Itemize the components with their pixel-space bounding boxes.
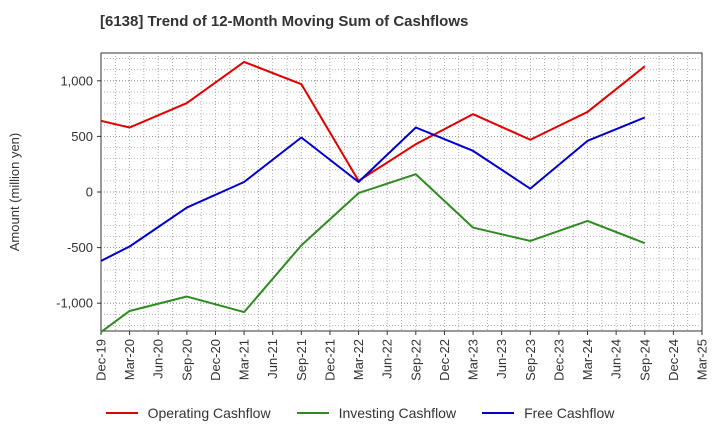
legend-swatch-operating [105, 412, 138, 414]
legend-label-free: Free Cashflow [524, 405, 615, 421]
chart-title: [6138] Trend of 12-Month Moving Sum of C… [100, 13, 469, 30]
x-tick-label: Jun-22 [380, 339, 395, 379]
x-tick-label: Dec-23 [551, 339, 566, 381]
x-tick-label: Dec-19 [94, 339, 109, 381]
x-tick-label: Jun-20 [151, 339, 166, 379]
series-line-free-cashflow [100, 116, 646, 262]
y-tick-label: -500 [67, 240, 93, 255]
legend-swatch-investing [296, 412, 329, 414]
x-tick-label: Jun-24 [609, 339, 624, 379]
x-tick-label: Mar-24 [580, 339, 595, 380]
x-tick-label: Dec-20 [208, 339, 223, 381]
legend: Operating Cashflow Investing Cashflow Fr… [0, 405, 720, 421]
legend-label-operating: Operating Cashflow [147, 405, 271, 421]
x-tick-label: Mar-22 [351, 339, 366, 380]
y-tick-label: 500 [71, 129, 93, 144]
x-tick-label: Dec-24 [666, 339, 681, 381]
legend-item-investing: Investing Cashflow [296, 405, 457, 421]
series-line-investing-cashflow [100, 173, 646, 333]
x-tick-label: Sep-23 [523, 339, 538, 381]
y-tick-label: 1,000 [60, 73, 93, 88]
y-axis-title: Amount (million yen) [7, 133, 22, 252]
y-tick-label: -1,000 [56, 296, 93, 311]
x-tick-label: Mar-20 [122, 339, 137, 380]
x-tick-label: Dec-21 [322, 339, 337, 381]
legend-swatch-free [482, 412, 515, 414]
legend-item-operating: Operating Cashflow [105, 405, 271, 421]
x-tick-label: Jun-21 [265, 339, 280, 379]
legend-item-free: Free Cashflow [482, 405, 614, 421]
x-tick-label: Sep-20 [179, 339, 194, 381]
x-tick-label: Sep-21 [294, 339, 309, 381]
x-tick-label: Dec-22 [437, 339, 452, 381]
x-tick-label: Jun-23 [494, 339, 509, 379]
legend-label-investing: Investing Cashflow [338, 405, 457, 421]
x-tick-label: Mar-23 [466, 339, 481, 380]
x-tick-label: Sep-22 [408, 339, 423, 381]
x-tick-label: Mar-25 [695, 339, 710, 380]
x-tick-label: Sep-24 [637, 339, 652, 381]
y-tick-label: 0 [86, 185, 93, 200]
x-tick-label: Mar-21 [237, 339, 252, 380]
